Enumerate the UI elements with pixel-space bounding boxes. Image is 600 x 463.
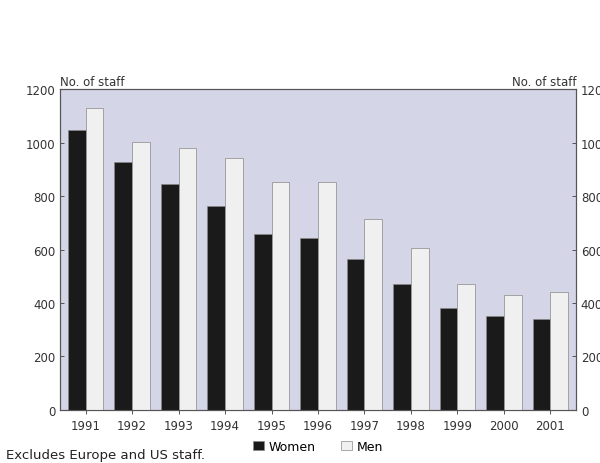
Bar <box>457 285 475 410</box>
Text: No. of staff: No. of staff <box>60 76 125 89</box>
Bar <box>486 316 504 410</box>
Bar <box>364 219 382 410</box>
Bar <box>272 182 289 410</box>
Bar <box>68 130 86 410</box>
Bar <box>504 295 521 410</box>
Bar <box>179 149 196 410</box>
Text: As at 30 June: As at 30 June <box>8 62 91 75</box>
Bar <box>208 206 225 410</box>
Bar <box>411 249 428 410</box>
Text: No. of staff: No. of staff <box>511 76 576 89</box>
Text: Gender Profile:  1991 to 2001: Gender Profile: 1991 to 2001 <box>8 19 320 38</box>
Bar <box>132 142 150 410</box>
Bar <box>347 259 364 410</box>
Bar <box>533 320 550 410</box>
Bar <box>161 185 179 410</box>
Bar <box>318 182 335 410</box>
Bar <box>301 238 318 410</box>
Bar <box>550 293 568 410</box>
Legend: Women, Men: Women, Men <box>248 435 388 458</box>
Bar <box>394 285 411 410</box>
Bar <box>225 158 242 410</box>
Text: Excludes Europe and US staff.: Excludes Europe and US staff. <box>6 448 205 461</box>
Bar <box>254 234 272 410</box>
Bar <box>440 308 457 410</box>
Bar <box>86 109 103 410</box>
Bar <box>115 162 132 410</box>
